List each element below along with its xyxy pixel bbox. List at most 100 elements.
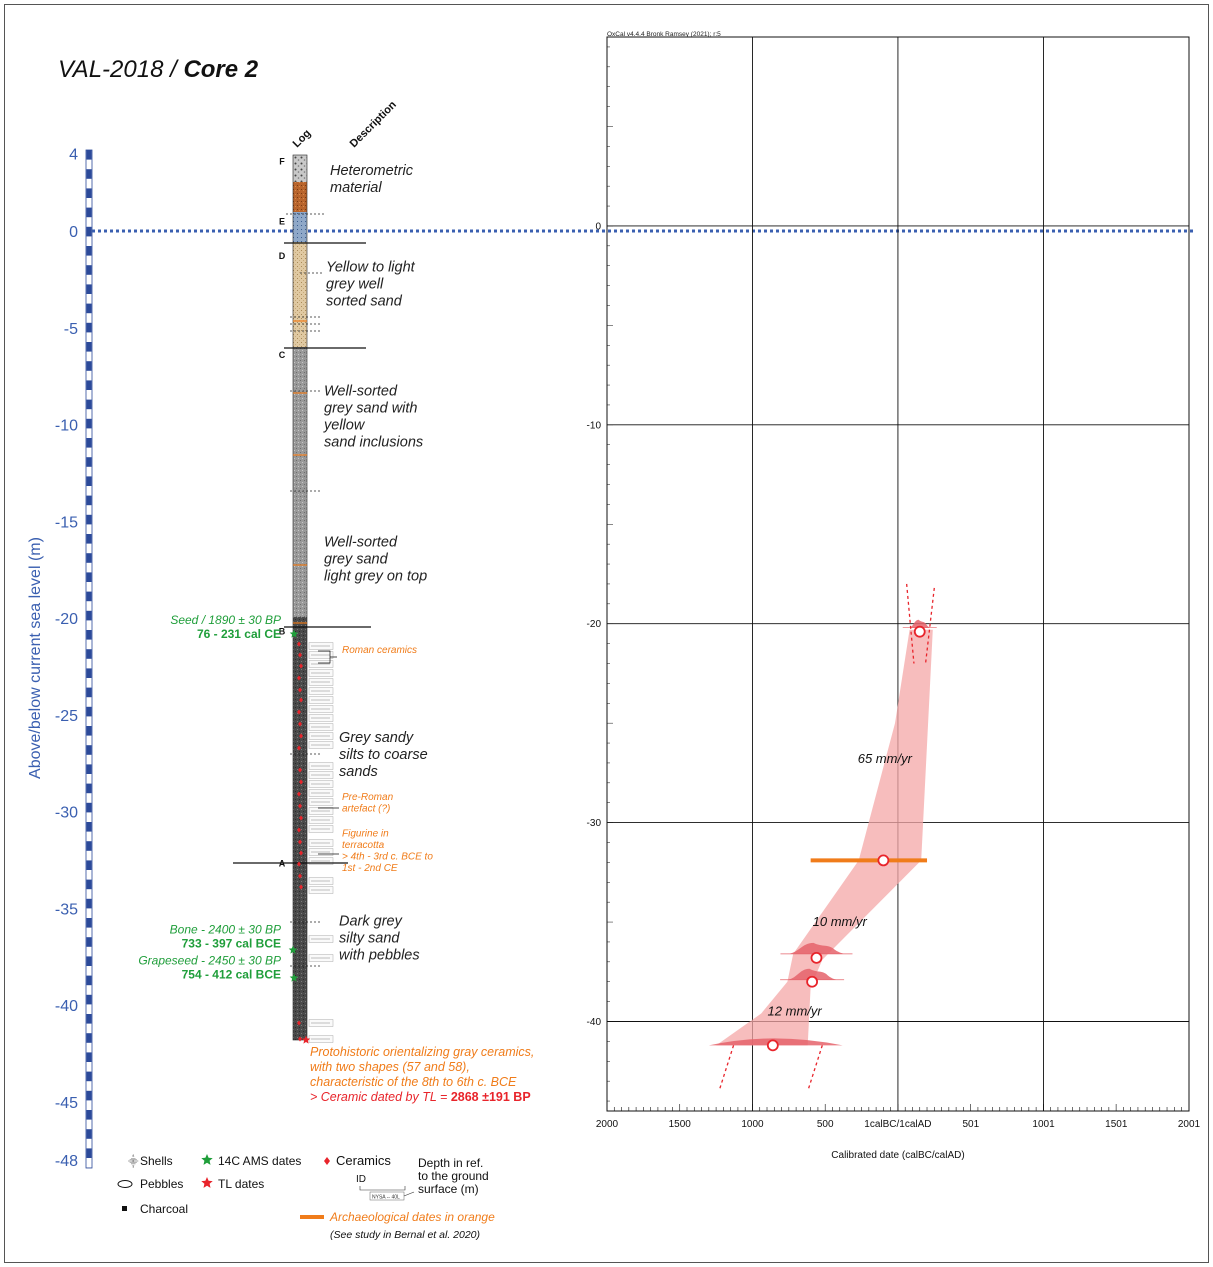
ceramic-diamond: [298, 1036, 302, 1042]
description-line: Well-sorted: [324, 383, 398, 399]
legend-id: ID: [356, 1174, 366, 1185]
log-stars: [288, 629, 311, 1044]
ceramic-diamond: [298, 839, 302, 845]
pebble-icon: [117, 1180, 133, 1188]
y-tick-label: 0: [595, 221, 601, 232]
log-layer-heterometric: [293, 155, 307, 182]
x-tick-label: 501: [962, 1119, 979, 1130]
unit-boundaries: [233, 242, 371, 864]
sample-id-boxes: [308, 642, 334, 1043]
ceramic-diamond: [297, 861, 301, 867]
depth-scale-stripes: [86, 150, 92, 1168]
description-line: grey well: [326, 277, 384, 293]
scale-stripe: [86, 841, 92, 851]
scale-stripe: [86, 476, 92, 486]
archaeo-date-point: [877, 854, 890, 867]
depth-tick-label: -45: [55, 1095, 78, 1112]
scale-stripe: [86, 1090, 92, 1101]
bone-distribution: [786, 942, 847, 954]
depth-tick-label: -20: [55, 611, 78, 628]
scale-stripe: [86, 879, 92, 890]
scale-stripe: [86, 226, 92, 237]
grapeseed-distribution: [786, 968, 839, 980]
scale-stripe: [86, 802, 92, 813]
scale-stripe: [86, 687, 92, 698]
description-line: silts to coarse: [339, 747, 428, 763]
envelope-dotted-line: [924, 587, 935, 664]
plot-y-ticks: 0 -10 -20 -30 -40: [587, 221, 602, 1028]
scale-stripe: [86, 956, 92, 966]
figure-title: VAL-2018 / Core 2: [58, 56, 259, 83]
scale-stripe: [86, 303, 92, 314]
depth-tick-label: -25: [55, 708, 78, 725]
ceramic-diamond: [299, 663, 303, 669]
scale-stripe: [86, 322, 92, 333]
depth-tick-label: -48: [55, 1153, 78, 1170]
legend-star-shape: [201, 1154, 213, 1165]
x-tick-label: 1calBC/1calAD: [864, 1119, 931, 1130]
legend-ams: 14C AMS dates: [218, 1154, 301, 1168]
depth-tick-label: -10: [55, 418, 78, 435]
ams-date-point: [806, 975, 819, 988]
log-layer-grey-sand: [293, 347, 307, 617]
scale-stripe: [86, 495, 92, 506]
envelope-dotted-line: [807, 1045, 823, 1092]
x-tick-label: 2000: [596, 1119, 619, 1130]
description-line: Heterometric: [330, 163, 414, 179]
scale-stripe: [86, 418, 92, 429]
ceramic-diamond: [297, 1020, 301, 1026]
x-tick-label: 1500: [669, 1119, 692, 1130]
log-star-green: [288, 945, 298, 954]
scale-stripe: [86, 745, 92, 755]
x-tick-label: 1000: [741, 1119, 764, 1130]
plot-content: 65 mm/yr 10 mm/yr 12 mm/yr: [708, 583, 937, 1092]
description-line: yellow: [323, 417, 366, 433]
log-layer-dark-silts: [293, 617, 307, 1040]
log-layer-brown: [293, 182, 307, 212]
sedimentation-rate-label: 12 mm/yr: [768, 1004, 823, 1019]
plot-grid: [607, 37, 1189, 1111]
plot-minor-ticks: [606, 46, 1190, 1111]
legend: ⸎ Shells Pebbles Charcoal 14C AMS dates …: [117, 1153, 495, 1241]
sample-dashes: [286, 213, 326, 967]
date-14c-range: 754 - 412 cal BCE: [182, 967, 281, 981]
log-layer-blue: [293, 212, 307, 242]
log-star-red: [301, 1035, 311, 1044]
description-line: grey sand: [324, 551, 389, 567]
archaeo-note-line: Roman ceramics: [342, 645, 417, 656]
y-tick-label: -30: [587, 818, 602, 829]
log-star-green: [289, 973, 299, 982]
scale-stripe: [86, 649, 92, 659]
ceramic-diamond: [298, 652, 302, 658]
description-line: Yellow to light: [326, 260, 416, 276]
ceramic-diamond: [297, 827, 301, 833]
depth-axis-label: Above/below current sea level (m): [27, 537, 44, 779]
scale-stripe: [86, 937, 92, 947]
ceramic-diamond: [297, 641, 301, 647]
ceramic-diamond: [297, 791, 301, 797]
legend-ceramics: Ceramics: [336, 1153, 391, 1168]
ceramic-diamond: [298, 803, 302, 809]
scale-stripe: [86, 399, 92, 410]
description-line: sand inclusions: [324, 434, 423, 450]
scale-stripe: [86, 783, 92, 794]
scale-stripe: [86, 918, 92, 928]
scale-stripe: [86, 1110, 92, 1120]
y-tick-label: -10: [587, 420, 602, 431]
unit-letter: F: [279, 156, 285, 166]
scale-stripe: [86, 438, 92, 448]
age-model-envelope: [716, 629, 933, 1046]
envelope-dotted-line: [906, 583, 915, 664]
ceramic-diamond: [298, 767, 302, 773]
ceramic-diamond: [298, 873, 302, 879]
scale-stripe: [86, 975, 92, 986]
date-14c-range: 76 - 231 cal CE: [197, 627, 281, 641]
ceramic-diamond: [297, 709, 301, 715]
archaeo-note-line: > 4th - 3rd c. BCE to: [342, 852, 433, 863]
envelope-dotted-line: [718, 1045, 735, 1092]
description-line: with pebbles: [339, 948, 420, 964]
ceramic-diamond: [298, 687, 302, 693]
ceramic-diamond: [297, 675, 301, 681]
scale-stripe: [86, 1071, 92, 1082]
